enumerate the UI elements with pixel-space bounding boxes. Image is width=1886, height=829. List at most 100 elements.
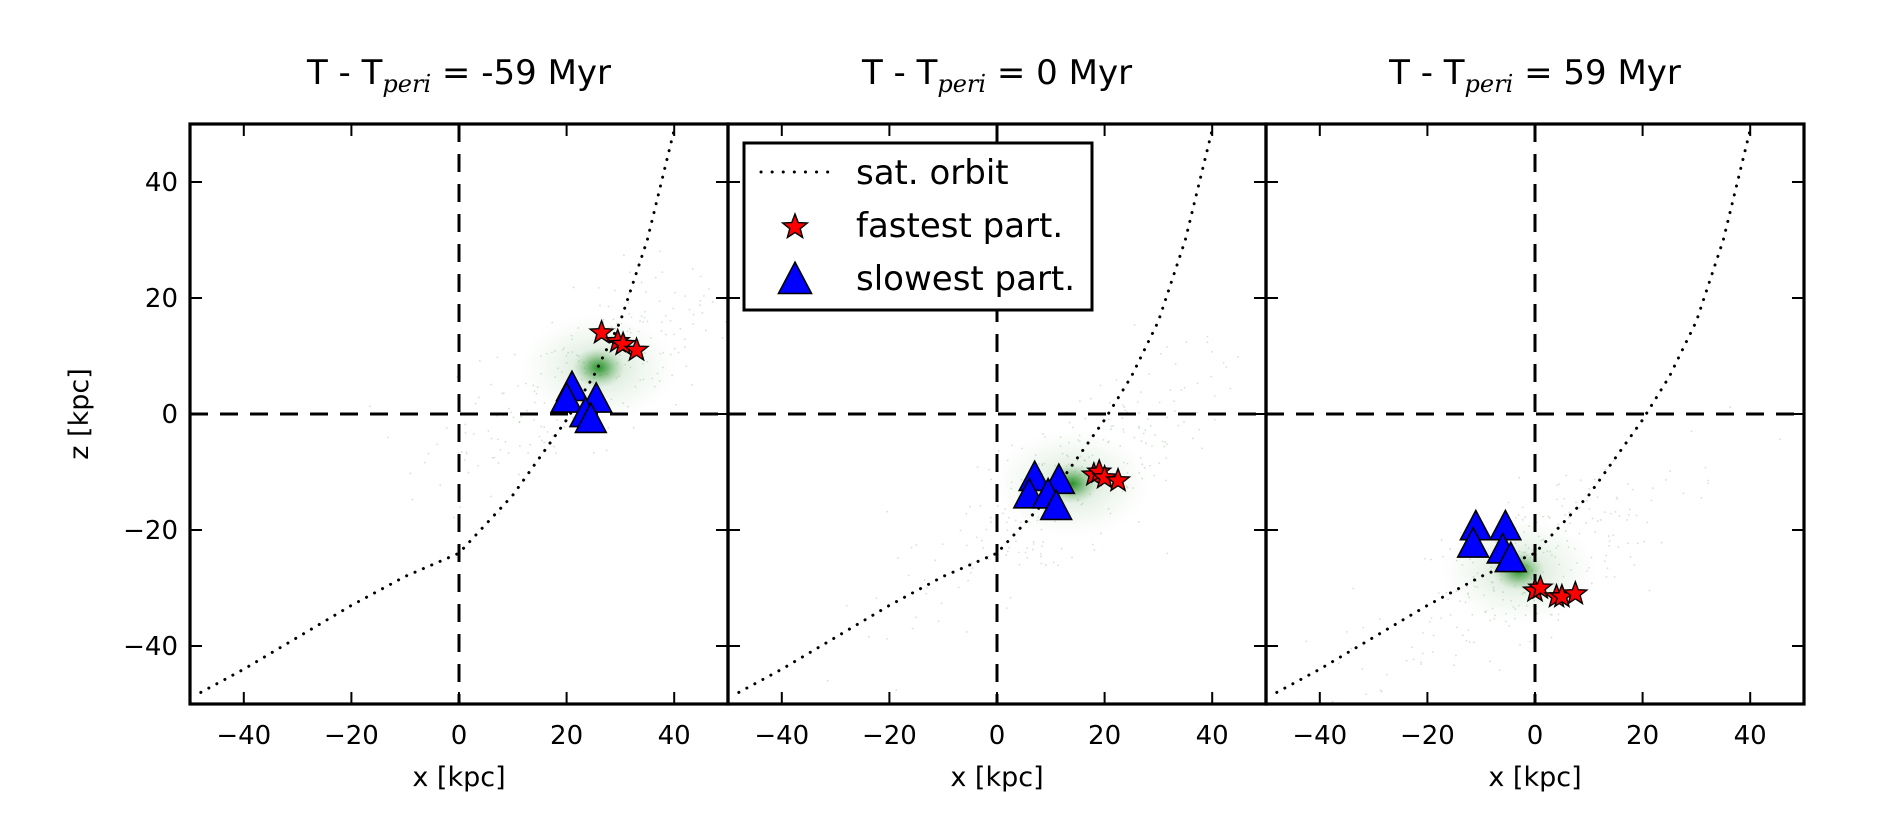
halo-particle	[597, 286, 600, 289]
halo-particle	[1136, 401, 1139, 403]
halo-particle	[497, 462, 500, 464]
y-tick-label: −20	[123, 516, 178, 546]
halo-particle	[1498, 669, 1501, 672]
halo-particle	[926, 586, 928, 589]
halo-particle	[1614, 510, 1617, 513]
halo-particle	[1465, 639, 1468, 642]
halo-particle	[1588, 508, 1591, 510]
halo-particle	[1005, 554, 1008, 556]
halo-particle	[1634, 429, 1636, 432]
halo-particle	[1140, 440, 1143, 442]
halo-particle	[1151, 445, 1153, 448]
halo-particle	[1608, 545, 1611, 547]
halo-particle	[1225, 366, 1228, 369]
halo-particle	[1180, 389, 1183, 391]
halo-particle	[1042, 541, 1045, 543]
panel-title-subscript: peri	[1465, 70, 1514, 98]
halo-particle	[1606, 567, 1609, 570]
halo-particle	[607, 426, 610, 429]
orbit-line	[199, 128, 676, 694]
halo-particle	[1166, 552, 1169, 555]
halo-particle	[1040, 562, 1043, 565]
halo-particle	[1213, 418, 1216, 421]
halo-particle	[463, 459, 466, 462]
halo-particle	[1183, 421, 1185, 424]
halo-particle	[1099, 384, 1102, 387]
halo-particle	[659, 250, 662, 253]
halo-particle	[1579, 479, 1582, 482]
halo-particle	[985, 528, 988, 531]
x-axis-label: x [kpc]	[1488, 762, 1581, 793]
halo-particle	[1183, 386, 1186, 389]
panel-title-main: T - T	[861, 53, 938, 93]
x-tick-label: 20	[550, 721, 583, 751]
halo-particle	[1201, 447, 1204, 450]
halo-particle	[1191, 437, 1194, 440]
halo-particle	[1110, 425, 1113, 428]
halo-particle	[1420, 661, 1422, 664]
halo-particle	[1594, 531, 1597, 534]
halo-particle	[1613, 576, 1616, 578]
halo-particle	[1222, 361, 1225, 364]
halo-particle	[1185, 341, 1188, 344]
halo-particle	[472, 433, 475, 435]
halo-particle	[1124, 409, 1127, 412]
halo-particle	[1643, 540, 1646, 543]
halo-particle	[1586, 500, 1588, 502]
halo-particle	[1607, 535, 1610, 538]
halo-particle	[1631, 488, 1634, 491]
orbit-line	[1275, 128, 1752, 694]
legend-label: fastest part.	[856, 206, 1063, 246]
halo-particle	[965, 512, 968, 515]
halo-particle	[1071, 556, 1073, 559]
halo-particle	[1422, 631, 1424, 634]
halo-particle	[546, 431, 549, 433]
halo-particle	[1604, 468, 1607, 471]
halo-particle	[1650, 499, 1653, 502]
halo-particle	[1206, 341, 1209, 344]
panel-title-subscript: peri	[937, 70, 986, 98]
halo-particle	[1729, 406, 1732, 409]
halo-particle	[683, 338, 686, 341]
halo-particle	[886, 637, 888, 640]
halo-particle	[409, 472, 412, 475]
halo-particle	[1071, 426, 1074, 429]
halo-particle	[644, 291, 647, 294]
halo-particle	[1122, 404, 1124, 407]
halo-particle	[1149, 425, 1152, 427]
halo-particle	[1578, 506, 1581, 509]
slowest-particle-marker	[549, 381, 584, 413]
halo-particle	[1110, 428, 1112, 430]
halo-particle	[915, 544, 918, 546]
halo-particle	[1166, 416, 1169, 419]
halo-particle	[386, 436, 389, 439]
halo-particle	[553, 445, 555, 448]
halo-particle	[1229, 387, 1232, 390]
halo-particle	[701, 312, 704, 314]
halo-particle	[478, 396, 480, 399]
panel-title: T - Tperi = -59 Myr	[306, 53, 611, 98]
halo-particle	[703, 295, 705, 297]
halo-particle	[507, 452, 510, 454]
x-tick-label: 40	[1734, 721, 1767, 751]
halo-particle	[628, 312, 630, 315]
halo-particle	[1060, 547, 1063, 550]
halo-particle	[664, 314, 667, 317]
x-tick-label: 0	[989, 721, 1006, 751]
halo-particle	[1121, 417, 1124, 419]
halo-particle	[669, 319, 672, 322]
halo-particle	[923, 579, 926, 582]
halo-particle	[1024, 551, 1027, 554]
halo-particle	[1529, 640, 1532, 643]
halo-particle	[1122, 428, 1125, 431]
halo-particle	[688, 308, 691, 311]
halo-particle	[1488, 660, 1491, 663]
halo-particle	[734, 325, 736, 327]
halo-particle	[1018, 563, 1021, 566]
halo-particle	[1430, 616, 1433, 619]
halo-particle	[1447, 598, 1450, 601]
halo-particle	[990, 478, 993, 481]
halo-particle	[1161, 440, 1164, 443]
halo-particle	[513, 353, 516, 356]
